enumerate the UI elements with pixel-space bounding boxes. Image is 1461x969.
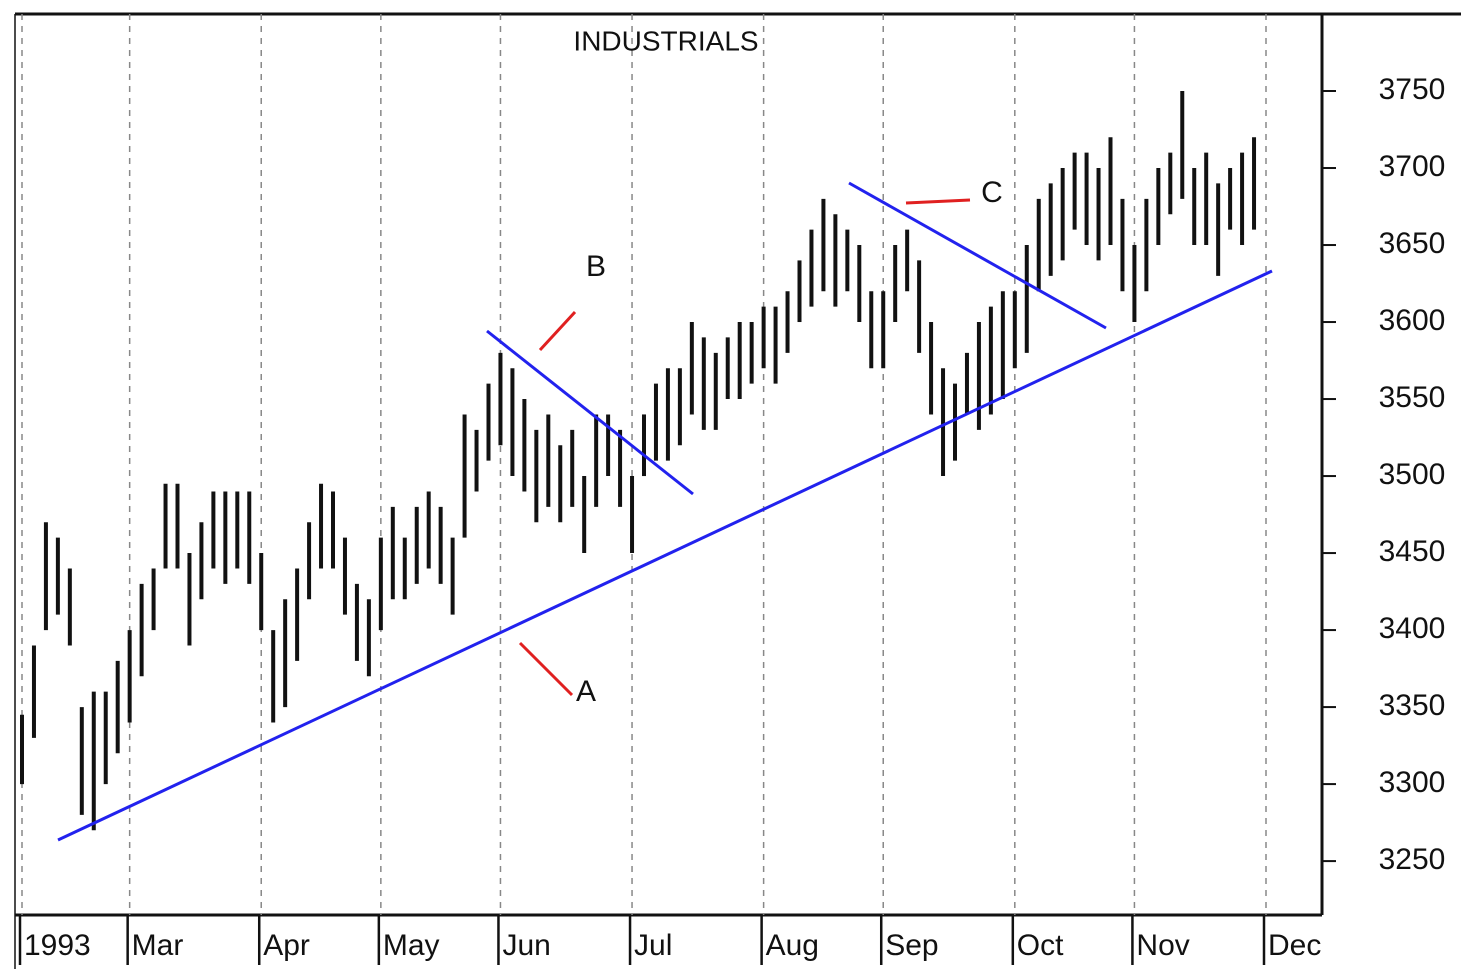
y-tick-label: 3600 <box>1379 304 1446 337</box>
y-tick-label: 3500 <box>1379 458 1446 491</box>
trend-line-a <box>57 269 1273 842</box>
x-tick-label: 1993 <box>24 929 91 962</box>
trend-line-b <box>486 329 694 496</box>
y-tick-label: 3450 <box>1379 535 1446 568</box>
y-tick-label: 3650 <box>1379 227 1446 260</box>
x-tick-label: Oct <box>1017 929 1064 962</box>
x-tick-label: Sep <box>885 929 938 962</box>
annotation: C <box>981 176 1003 209</box>
x-tick-label: Dec <box>1268 929 1321 962</box>
y-tick-label: 3550 <box>1379 381 1446 414</box>
trend-line-c <box>848 181 1107 330</box>
x-tick-label: Nov <box>1136 929 1189 962</box>
y-tick-label: 3250 <box>1379 843 1446 876</box>
y-tick-label: 3700 <box>1379 150 1446 183</box>
x-tick-label: May <box>383 929 440 962</box>
pointer-a <box>518 641 574 697</box>
annotation: B <box>586 250 606 283</box>
plot <box>20 14 1267 915</box>
x-tick-label: Aug <box>766 929 819 962</box>
x-tick-label: Mar <box>132 929 184 962</box>
chart-title: INDUSTRIALS <box>573 25 758 56</box>
x-axis-labels: 1993 Mar Apr May Jun Jul Aug Sep Oct Nov Dec <box>18 915 1321 965</box>
pointer-b <box>538 310 577 352</box>
x-tick-label: Jul <box>634 929 672 962</box>
x-tick-label: Apr <box>263 929 310 962</box>
y-tick-label: 3400 <box>1379 612 1446 645</box>
y-tick-label: 3300 <box>1379 766 1446 799</box>
x-tick-label: Jun <box>502 929 550 962</box>
y-tick-label: 3350 <box>1379 689 1446 722</box>
annotation: A <box>576 675 596 708</box>
pointer-c <box>905 198 971 205</box>
y-tick-label: 3750 <box>1379 73 1446 106</box>
